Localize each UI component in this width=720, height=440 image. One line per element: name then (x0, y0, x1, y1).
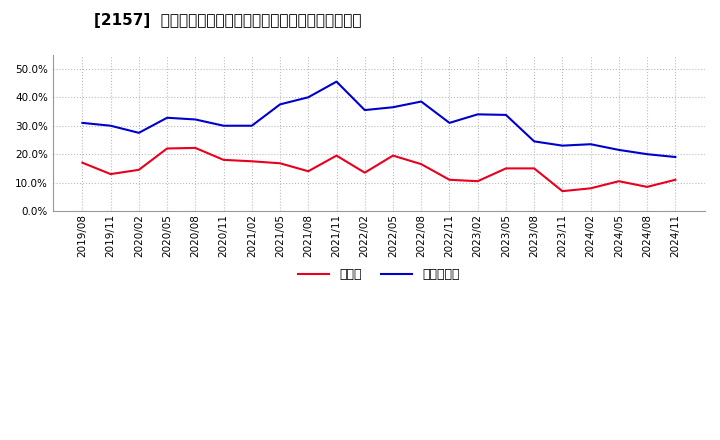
有利子負債 (389, 105, 397, 110)
有利子負債 (220, 123, 228, 128)
有利子負債 (248, 123, 256, 128)
有利子負債 (276, 102, 284, 107)
有利子負債 (191, 117, 199, 122)
現須金 (107, 172, 115, 177)
現須金 (615, 179, 624, 184)
現須金 (389, 153, 397, 158)
有利子負債 (473, 112, 482, 117)
有利子負債 (135, 130, 143, 136)
現須金 (586, 186, 595, 191)
現須金 (671, 177, 680, 183)
Legend: 現須金, 有利子負債: 現須金, 有利子負債 (293, 263, 464, 286)
現須金 (530, 166, 539, 171)
有利子負債 (643, 151, 652, 157)
Line: 有利子負債: 有利子負債 (82, 82, 675, 157)
有利子負債 (530, 139, 539, 144)
現須金 (417, 161, 426, 167)
有利子負債 (586, 142, 595, 147)
有利子負債 (304, 95, 312, 100)
現須金 (304, 169, 312, 174)
有利子負債 (78, 120, 86, 125)
現須金 (135, 167, 143, 172)
有利子負債 (558, 143, 567, 148)
現須金 (163, 146, 171, 151)
現須金 (78, 160, 86, 165)
現須金 (276, 161, 284, 166)
有利子負債 (445, 120, 454, 125)
現須金 (473, 179, 482, 184)
有利子負債 (332, 79, 341, 84)
現須金 (332, 153, 341, 158)
有利子負債 (163, 115, 171, 121)
現須金 (558, 188, 567, 194)
有利子負債 (671, 154, 680, 160)
現須金 (191, 145, 199, 150)
Line: 現須金: 現須金 (82, 148, 675, 191)
有利子負債 (615, 147, 624, 153)
有利子負債 (417, 99, 426, 104)
現須金 (361, 170, 369, 175)
Text: [2157]  現須金、有利子負債の総資産に対する比率の推移: [2157] 現須金、有利子負債の総資産に対する比率の推移 (94, 13, 361, 28)
有利子負債 (107, 123, 115, 128)
現須金 (502, 166, 510, 171)
有利子負債 (361, 107, 369, 113)
現須金 (643, 184, 652, 190)
現須金 (248, 159, 256, 164)
有利子負債 (502, 112, 510, 117)
現須金 (220, 157, 228, 162)
現須金 (445, 177, 454, 183)
